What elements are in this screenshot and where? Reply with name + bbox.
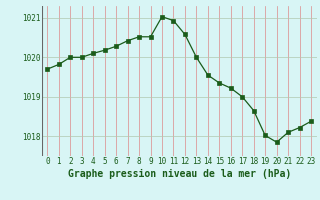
X-axis label: Graphe pression niveau de la mer (hPa): Graphe pression niveau de la mer (hPa) bbox=[68, 169, 291, 179]
